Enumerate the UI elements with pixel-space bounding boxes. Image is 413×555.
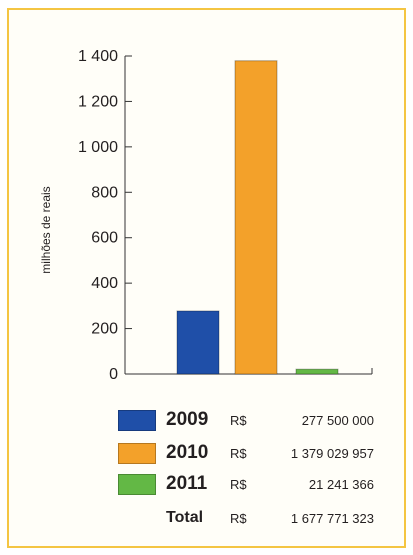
- legend-swatch-2010: [118, 443, 156, 464]
- y-tick-label: 400: [91, 275, 118, 292]
- legend-row-2009: 2009 R$ 277 500 000: [118, 408, 398, 436]
- legend-year: 2010: [166, 442, 209, 463]
- bar-2009: [176, 310, 220, 375]
- legend-currency: R$: [230, 413, 247, 428]
- bars: [176, 60, 339, 375]
- bar-2011: [295, 368, 339, 375]
- legend-total-amount: 1 677 771 323: [290, 511, 374, 526]
- y-tick-label: 200: [91, 321, 118, 338]
- legend-row-total: Total R$ 1 677 771 323: [118, 506, 398, 534]
- legend-swatch-2009: [118, 410, 156, 431]
- y-tick-label: 0: [109, 366, 118, 383]
- legend-amount: 277 500 000: [301, 413, 374, 428]
- legend-currency: R$: [230, 511, 247, 526]
- y-tick-label: 1 000: [78, 139, 118, 156]
- legend-year: 2009: [166, 409, 209, 430]
- y-axis-label: milhões de reais: [39, 186, 53, 273]
- chart-frame: [7, 8, 406, 548]
- legend-total-label: Total: [166, 509, 204, 526]
- legend-row-2010: 2010 R$ 1 379 029 957: [118, 441, 398, 469]
- legend-currency: R$: [230, 446, 247, 461]
- legend-row-2011: 2011 R$ 21 241 366: [118, 472, 398, 500]
- y-axis: 0 200 400 600 800 1 000 1 200 1 400: [78, 48, 373, 383]
- y-tick-label: 1 400: [78, 48, 118, 65]
- bar-2010: [234, 60, 278, 375]
- y-tick-label: 1 200: [78, 93, 118, 110]
- legend-currency: R$: [230, 477, 247, 492]
- legend-year: 2011: [166, 473, 208, 494]
- legend-swatch-2011: [118, 474, 156, 495]
- legend-amount: 1 379 029 957: [290, 446, 374, 461]
- bar-chart: milhões de reais 0 200 400 600 800 1 000 1 200…: [39, 48, 373, 383]
- legend-amount: 21 241 366: [308, 477, 374, 492]
- y-tick-label: 600: [91, 230, 118, 247]
- y-tick-label: 800: [91, 184, 118, 201]
